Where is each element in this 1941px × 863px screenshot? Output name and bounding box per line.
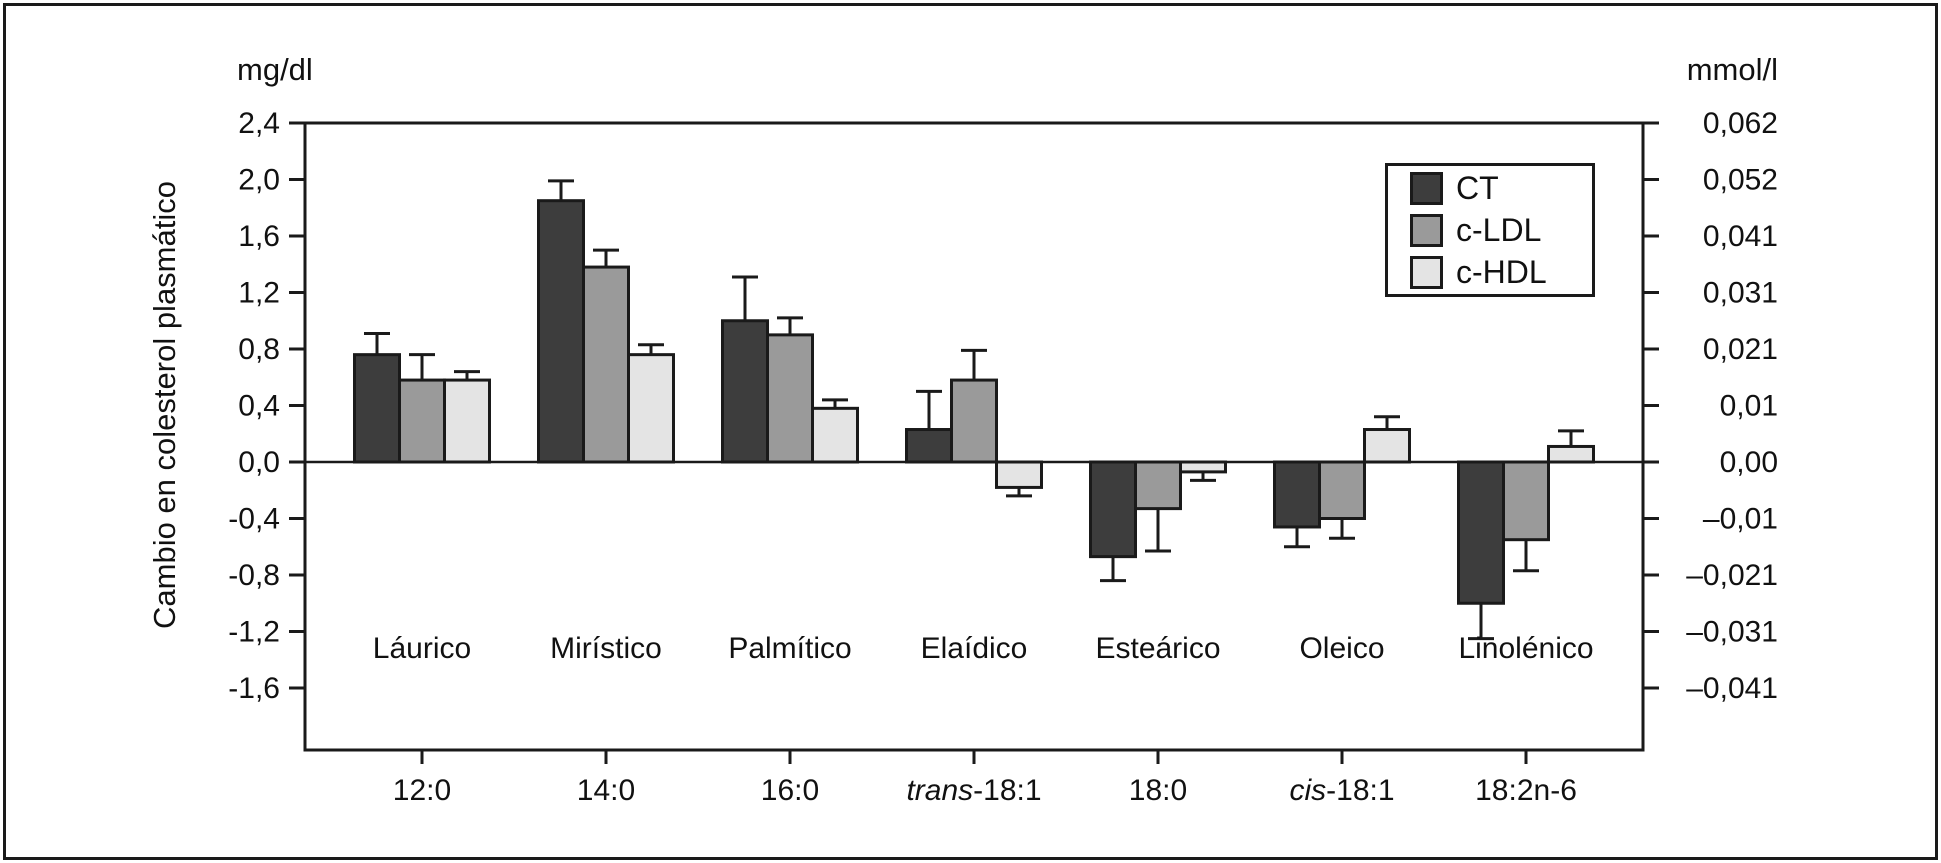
left-axis-tick-label: -1,2 <box>228 616 280 649</box>
bar-ct <box>1089 460 1137 559</box>
figure-border <box>3 3 1938 860</box>
bar-ct <box>721 319 769 464</box>
category-notation: cis-18:1 <box>1289 774 1394 807</box>
legend-label-c-ldl: c-LDL <box>1456 212 1542 248</box>
category-label: Oleico <box>1299 632 1384 665</box>
bar-c-hdl <box>995 460 1043 489</box>
bar-c-ldl <box>1134 460 1182 511</box>
legend-swatch-c-hdl <box>1410 255 1443 289</box>
bar-c-hdl <box>811 406 859 464</box>
right-axis-tick-label: –0,041 <box>1686 672 1778 705</box>
category-label: Elaídico <box>921 632 1028 665</box>
legend-item-c-hdl: c-HDL <box>1410 254 1592 290</box>
bar-ct <box>1457 460 1505 605</box>
bar-c-hdl <box>627 353 675 464</box>
category-label: Esteárico <box>1095 632 1220 665</box>
bar-c-ldl <box>766 333 814 464</box>
right-axis-tick-label: 0,031 <box>1703 277 1778 310</box>
right-axis-tick-label: 0,062 <box>1703 107 1778 140</box>
bar-ct <box>905 428 953 464</box>
legend-swatch-ct <box>1410 171 1443 205</box>
right-axis-tick-label: 0,052 <box>1703 164 1778 197</box>
category-notation: 14:0 <box>577 774 635 807</box>
left-axis-tick-label: -0,8 <box>228 559 280 592</box>
bar-c-hdl <box>1363 428 1411 464</box>
legend: CT c-LDL c-HDL <box>1385 163 1595 297</box>
right-axis-tick-label: –0,031 <box>1686 616 1778 649</box>
bar-c-ldl <box>1318 460 1366 520</box>
left-axis-tick-label: -0,4 <box>228 503 280 536</box>
category-notation: trans-18:1 <box>906 774 1041 807</box>
right-axis-tick-label: 0,021 <box>1703 333 1778 366</box>
category-label: Láurico <box>373 632 471 665</box>
left-axis-tick-label: 1,2 <box>238 277 280 310</box>
left-axis-tick-label: 1,6 <box>238 220 280 253</box>
bar-c-hdl <box>1547 444 1595 464</box>
bar-c-hdl <box>1179 460 1227 474</box>
category-notation: 18:2n-6 <box>1475 774 1577 807</box>
right-axis-tick-label: 0,041 <box>1703 220 1778 253</box>
left-axis-tick-label: 2,4 <box>238 107 280 140</box>
bar-ct <box>1273 460 1321 529</box>
left-axis-tick-label: 2,0 <box>238 164 280 197</box>
legend-label-ct: CT <box>1456 170 1499 206</box>
category-notation: 18:0 <box>1129 774 1187 807</box>
legend-item-c-ldl: c-LDL <box>1410 212 1592 248</box>
right-axis-tick-label: –0,021 <box>1686 559 1778 592</box>
bar-c-ldl <box>582 265 630 464</box>
legend-swatch-c-ldl <box>1410 213 1443 247</box>
left-axis-tick-label: -1,6 <box>228 672 280 705</box>
category-label: Mirístico <box>550 632 662 665</box>
legend-item-ct: CT <box>1410 170 1592 206</box>
category-notation: 12:0 <box>393 774 451 807</box>
right-axis-unit: mmol/l <box>1686 52 1778 87</box>
category-notation: 16:0 <box>761 774 819 807</box>
bar-c-ldl <box>398 378 446 464</box>
legend-label-c-hdl: c-HDL <box>1456 254 1547 290</box>
bar-c-hdl <box>443 378 491 464</box>
right-axis-tick-label: 0,00 <box>1720 446 1778 479</box>
left-axis-tick-label: 0,0 <box>238 446 280 479</box>
bar-c-ldl <box>950 378 998 464</box>
bar-ct <box>537 199 585 464</box>
left-axis-tick-label: 0,4 <box>238 390 280 423</box>
left-axis-tick-label: 0,8 <box>238 333 280 366</box>
bar-c-ldl <box>1502 460 1550 542</box>
right-axis-tick-label: –0,01 <box>1703 503 1778 536</box>
left-axis-unit: mg/dl <box>237 52 313 87</box>
category-label: Linolénico <box>1458 632 1593 665</box>
right-axis-tick-label: 0,01 <box>1720 390 1778 423</box>
category-label: Palmítico <box>728 632 851 665</box>
bar-ct <box>353 353 401 464</box>
